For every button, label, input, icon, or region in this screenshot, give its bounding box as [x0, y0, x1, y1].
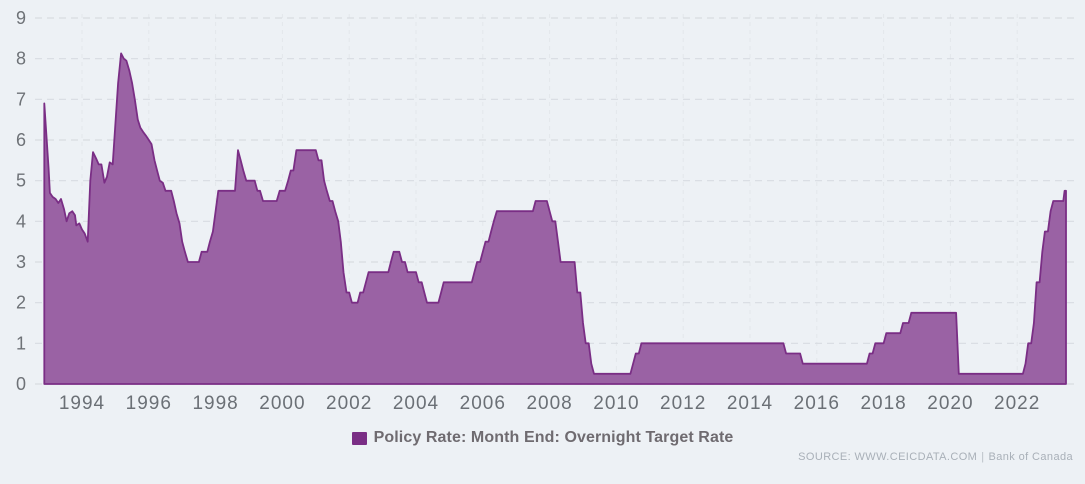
svg-text:7: 7 — [16, 89, 26, 109]
svg-text:3: 3 — [16, 252, 26, 272]
source-publisher: Bank of Canada — [988, 451, 1073, 463]
svg-text:1998: 1998 — [192, 393, 238, 414]
svg-text:0: 0 — [16, 374, 26, 394]
svg-text:1994: 1994 — [59, 393, 105, 414]
svg-text:2006: 2006 — [460, 393, 506, 414]
svg-text:2018: 2018 — [860, 393, 906, 414]
svg-text:2000: 2000 — [259, 393, 305, 414]
svg-text:2016: 2016 — [794, 393, 840, 414]
svg-text:2022: 2022 — [994, 393, 1040, 414]
legend-swatch-icon — [351, 431, 367, 445]
svg-text:6: 6 — [16, 130, 26, 150]
policy-rate-area-chart: 0 1 2 3 4 5 6 7 8 9 1994 1996 1998 2000 2002 2004 2006 20… — [16, 8, 1075, 414]
svg-text:2014: 2014 — [727, 393, 773, 414]
legend[interactable]: Policy Rate: Month End: Overnight Target… — [0, 429, 1085, 447]
svg-text:2010: 2010 — [593, 393, 639, 414]
svg-text:2002: 2002 — [326, 393, 372, 414]
svg-text:9: 9 — [16, 8, 26, 28]
svg-text:5: 5 — [16, 171, 26, 191]
source-attribution: SOURCE: WWW.CEICDATA.COM | Bank of Canada — [798, 451, 1073, 463]
svg-text:2012: 2012 — [660, 393, 706, 414]
svg-text:1996: 1996 — [126, 393, 172, 414]
svg-text:2: 2 — [16, 293, 26, 313]
source-text: SOURCE: WWW.CEICDATA.COM — [798, 451, 978, 463]
policy-rate-chart: 0 1 2 3 4 5 6 7 8 9 1994 1996 1998 2000 2002 2004 2006 20… — [16, 8, 1075, 414]
svg-text:1: 1 — [16, 333, 26, 353]
legend-label: Policy Rate: Month End: Overnight Target… — [373, 429, 734, 446]
svg-text:2008: 2008 — [526, 393, 572, 414]
svg-text:4: 4 — [16, 211, 26, 231]
svg-text:2020: 2020 — [927, 393, 973, 414]
svg-text:2004: 2004 — [393, 393, 439, 414]
svg-text:8: 8 — [16, 49, 26, 69]
source-separator: | — [981, 451, 985, 463]
